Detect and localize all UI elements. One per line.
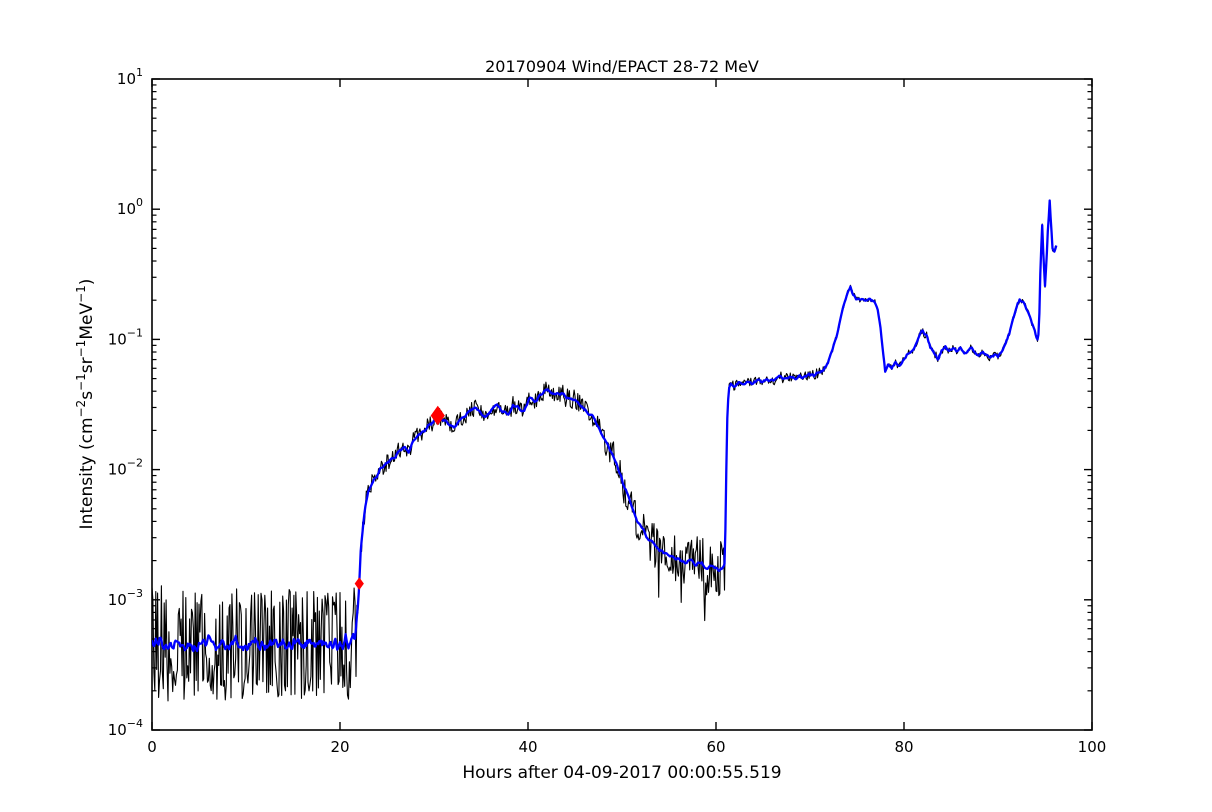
x-tick-label: 100 [1078, 738, 1107, 756]
event-marker-onset-diamond-icon [354, 577, 364, 591]
data-series-layer [152, 199, 1058, 702]
x-tick-label: 80 [894, 738, 913, 756]
y-axis-label: Intensity (cm−2s−1sr−1MeV−1) [74, 279, 97, 530]
y-tick-label: 101 [117, 66, 143, 88]
x-tick-label: 40 [518, 738, 537, 756]
x-tick-label: 0 [147, 738, 157, 756]
x-tick-label: 60 [706, 738, 725, 756]
y-tick-label: 10−3 [108, 587, 143, 609]
x-tick-label: 20 [330, 738, 349, 756]
chart-title: 20170904 Wind/EPACT 28-72 MeV [485, 57, 759, 76]
axes-layer: 0 20 40 60 80 100 10−4 10−3 10−2 10−1 100 101 [108, 66, 1107, 756]
y-tick-label: 10−4 [108, 717, 143, 739]
smoothed-intensity-line [152, 199, 1058, 653]
event-marker-flag-diamond-icon [430, 405, 445, 426]
raw-intensity-line [152, 200, 1057, 702]
plot-frame [151, 78, 1093, 731]
y-tick-label: 10−2 [108, 457, 143, 479]
event-marker-layer [354, 405, 445, 591]
y-tick-label: 10−1 [108, 326, 143, 348]
y-tick-label: 100 [117, 196, 143, 218]
x-axis-label: Hours after 04-09-2017 00:00:55.519 [462, 763, 781, 783]
